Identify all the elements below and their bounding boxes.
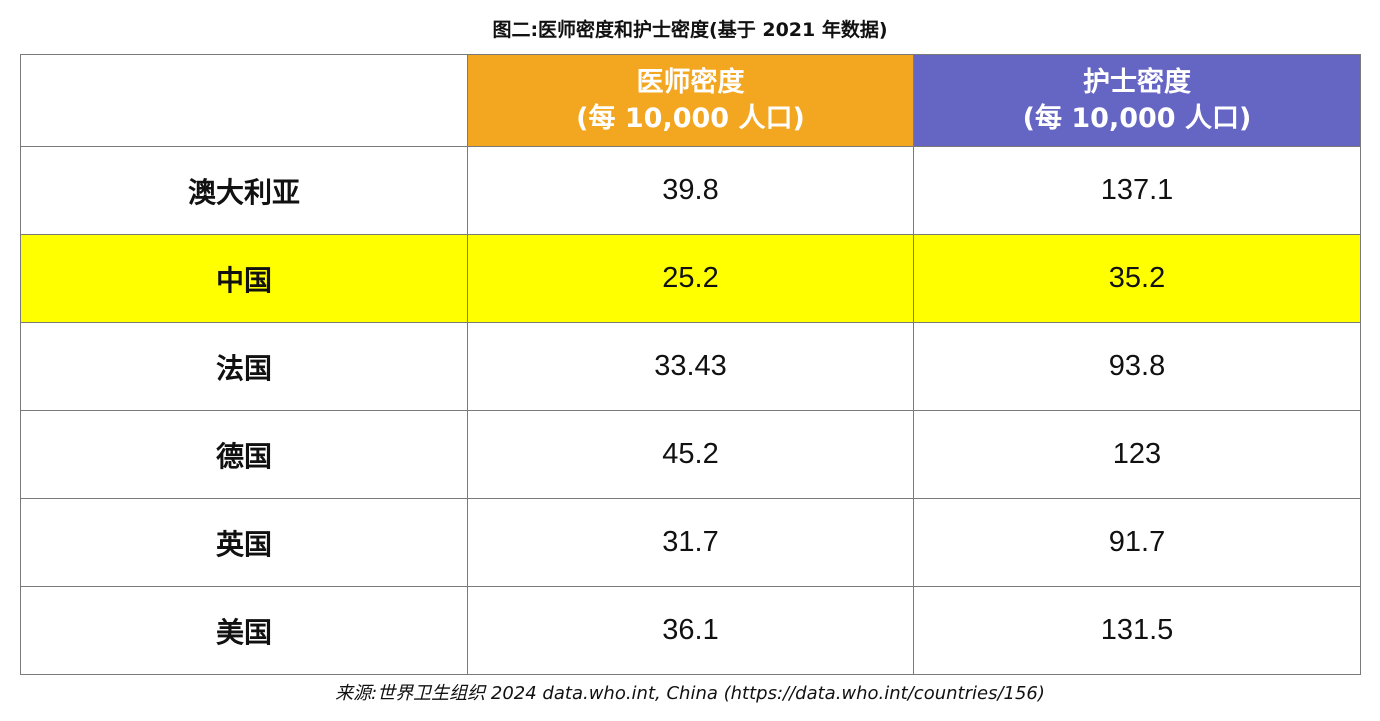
chart-title: 图二:医师密度和护士密度(基于 2021 年数据) [492, 19, 888, 41]
header-physician-unit: (每 10,000 人口) [576, 102, 805, 134]
country-cell: 法国 [20, 322, 468, 411]
table-row-france: 法国 33.43 93.8 [20, 322, 1361, 411]
table-header-row: 医师密度 (每 10,000 人口) 护士密度 (每 10,000 人口) [20, 54, 1361, 147]
header-nurse-density: 护士密度 (每 10,000 人口) [913, 54, 1361, 147]
nurse-density-cell: 131.5 [913, 586, 1361, 675]
source-note: 来源:世界卫生组织 2024 data.who.int, China (http… [335, 683, 1045, 704]
physician-density-cell: 31.7 [467, 498, 914, 587]
country-cell: 美国 [20, 586, 468, 675]
density-table: 医师密度 (每 10,000 人口) 护士密度 (每 10,000 人口) 澳大… [20, 54, 1361, 675]
nurse-density-cell: 35.2 [913, 234, 1361, 323]
table-row-usa: 美国 36.1 131.5 [20, 586, 1361, 675]
physician-density-cell: 36.1 [467, 586, 914, 675]
physician-density-cell: 33.43 [467, 322, 914, 411]
nurse-density-cell: 123 [913, 410, 1361, 499]
country-cell: 德国 [20, 410, 468, 499]
physician-density-cell: 45.2 [467, 410, 914, 499]
nurse-density-cell: 93.8 [913, 322, 1361, 411]
header-physician-density: 医师密度 (每 10,000 人口) [467, 54, 914, 147]
header-blank-cell [20, 54, 468, 147]
header-nurse-label: 护士密度 [1083, 66, 1191, 98]
physician-density-cell: 25.2 [467, 234, 914, 323]
nurse-density-cell: 137.1 [913, 146, 1361, 235]
nurse-density-cell: 91.7 [913, 498, 1361, 587]
header-nurse-unit: (每 10,000 人口) [1022, 102, 1252, 134]
table-row-germany: 德国 45.2 123 [20, 410, 1361, 499]
physician-density-cell: 39.8 [467, 146, 914, 235]
table-row-china: 中国 25.2 35.2 [20, 234, 1361, 323]
header-physician-label: 医师密度 [636, 66, 745, 98]
table-row-uk: 英国 31.7 91.7 [20, 498, 1361, 587]
table-row-australia: 澳大利亚 39.8 137.1 [20, 146, 1361, 235]
country-cell: 中国 [20, 234, 468, 323]
country-cell: 英国 [20, 498, 468, 587]
country-cell: 澳大利亚 [20, 146, 468, 235]
